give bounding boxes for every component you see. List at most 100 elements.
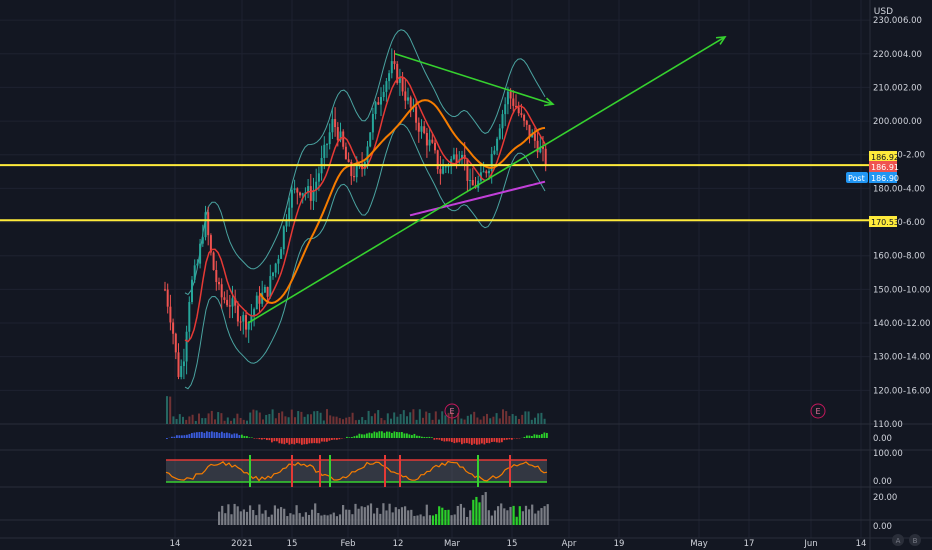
volume-bar <box>508 415 511 424</box>
price-tick-label: 180.00 <box>873 184 903 194</box>
volume-bar <box>476 417 479 424</box>
macd-bar <box>176 435 178 438</box>
macd-bar <box>411 435 413 438</box>
macd-bar <box>508 438 511 440</box>
ascending-trendline <box>247 36 726 324</box>
candle-body <box>509 91 512 99</box>
candle-body <box>228 305 231 307</box>
volume-bar <box>326 409 328 424</box>
macd-bar <box>446 438 448 442</box>
volume-pane-bar <box>314 503 317 525</box>
candle-body <box>269 276 272 297</box>
candle-body <box>255 295 258 310</box>
macd-bar <box>253 438 256 439</box>
volume-pane-bar <box>404 506 407 525</box>
macd-bar <box>281 438 283 444</box>
candle-body <box>220 284 223 298</box>
volume-bar <box>182 416 184 424</box>
volume-bar <box>217 412 220 424</box>
volume-bar <box>246 420 248 424</box>
macd-bar <box>413 433 416 438</box>
volume-bar <box>390 418 392 424</box>
volume-pane-bar <box>227 504 230 525</box>
volume-pane-bar <box>500 503 503 525</box>
price-tick-label: 120.00 <box>873 386 903 396</box>
candle-body <box>347 159 350 163</box>
time-tick-label: 17 <box>744 539 755 549</box>
volume-bar <box>486 413 488 424</box>
volume-bar <box>511 414 514 424</box>
macd-bar <box>448 438 451 442</box>
macd-bar <box>263 438 266 440</box>
volume-bar <box>438 419 440 424</box>
volume-bar <box>313 411 316 424</box>
volume-pane-bar <box>332 512 335 525</box>
volume-bar <box>354 420 357 424</box>
macd-bar <box>496 438 498 443</box>
volume-pane-bar <box>264 510 267 525</box>
volume-bar <box>540 412 543 424</box>
macd-bar <box>398 432 401 438</box>
volume-bar <box>204 418 207 424</box>
price-tick-label: 150.00 <box>873 285 903 295</box>
candle-body <box>431 139 434 143</box>
volume-bar <box>358 419 360 424</box>
macd-bar <box>271 438 273 443</box>
candle-body <box>180 366 183 377</box>
macd-bar <box>506 438 508 440</box>
candle-body <box>166 289 169 307</box>
volume-pane-bar <box>407 510 410 525</box>
macd-bar <box>423 436 426 438</box>
volume-pane-bar <box>515 516 518 525</box>
macd-bar <box>228 433 231 438</box>
volume-bar <box>230 420 232 424</box>
volume-bar <box>409 412 412 424</box>
volume-pane-bar <box>462 507 466 525</box>
secondary-tick-label: -8.00 <box>903 252 925 262</box>
macd-bar <box>338 438 341 440</box>
macd-bar <box>491 438 493 443</box>
volume-pane-bar <box>388 503 391 525</box>
volume-pane-bar <box>543 506 546 525</box>
candle-body <box>463 154 466 159</box>
volume-pane-bar <box>450 515 453 525</box>
macd-bar <box>183 435 186 438</box>
trendlines[interactable] <box>247 35 727 324</box>
volume-pane-bar <box>276 508 280 525</box>
macd-bar <box>236 433 238 438</box>
macd-bar <box>396 432 398 438</box>
macd-bar <box>348 437 351 438</box>
indicator-panes <box>165 431 549 525</box>
price-tick-label: 130.00 <box>873 353 903 363</box>
log-scale-icon-label: B <box>913 537 918 545</box>
candle-body <box>334 119 337 128</box>
volume-bar <box>367 410 370 424</box>
volume-bar <box>351 412 354 424</box>
macd-bar <box>231 434 233 438</box>
macd-bar <box>211 431 213 438</box>
candle-body <box>177 352 180 377</box>
volume-bar <box>178 414 181 424</box>
volume-bar <box>242 419 245 424</box>
volume-pane-bar <box>233 503 236 525</box>
macd-bar <box>331 438 333 440</box>
horizontal-levels[interactable] <box>0 164 870 222</box>
candle-body <box>496 138 499 151</box>
macd-bar <box>536 434 538 438</box>
volume-pane-bar <box>354 503 357 525</box>
volume-pane-bar <box>428 515 431 525</box>
macd-bar <box>328 438 331 441</box>
macd-bar <box>428 436 431 438</box>
macd-bar <box>296 438 298 444</box>
candle-body <box>423 126 426 134</box>
candle-body <box>488 170 490 174</box>
candle-body <box>234 298 237 306</box>
macd-bar <box>351 437 353 438</box>
macd-bar <box>358 433 361 438</box>
macd-bar <box>353 436 356 438</box>
volume-pane-bar <box>481 495 484 525</box>
volume-bar <box>377 410 380 424</box>
macd-bar <box>546 432 548 438</box>
